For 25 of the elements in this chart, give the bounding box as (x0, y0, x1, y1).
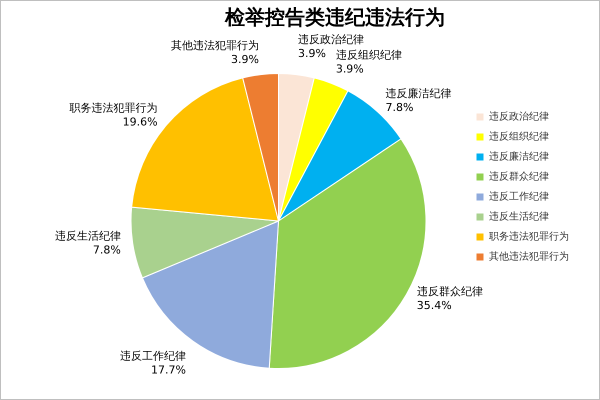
legend-label: 其他违法犯罪行为 (489, 250, 569, 263)
data-label: 7.8% (92, 243, 121, 256)
slice-label: 违反群众纪律 (416, 284, 483, 298)
slice-label: 违反工作纪律 (120, 349, 186, 362)
data-label: 19.6% (122, 115, 158, 128)
data-label: 17.7% (151, 363, 186, 376)
slice-label: 违反生活纪律 (54, 229, 121, 242)
slice-label: 职务违法犯罪行为 (70, 101, 158, 114)
legend-label: 违反廉洁纪律 (489, 150, 549, 163)
chart-title: 检举控告类违纪违法行为 (224, 5, 445, 30)
slice-label: 违反政治纪律 (298, 33, 364, 46)
data-label: 7.8% (385, 101, 414, 114)
data-label: 35.4% (416, 298, 452, 312)
data-label: 3.9% (298, 47, 326, 60)
legend-label: 违反生活纪律 (489, 210, 549, 223)
legend-label: 违反政治纪律 (489, 110, 549, 123)
slice-label: 违反组织纪律 (336, 48, 402, 62)
slice-label: 其他违法犯罪行为 (171, 39, 260, 52)
legend-label: 违反工作纪律 (489, 190, 549, 203)
legend-label: 违反组织纪律 (489, 130, 549, 143)
slice-label: 违反廉洁纪律 (385, 87, 452, 100)
legend-label: 违反群众纪律 (489, 170, 549, 183)
legend-label: 职务违法犯罪行为 (489, 230, 569, 243)
data-label: 3.9% (231, 53, 260, 66)
data-label: 3.9% (336, 62, 364, 76)
